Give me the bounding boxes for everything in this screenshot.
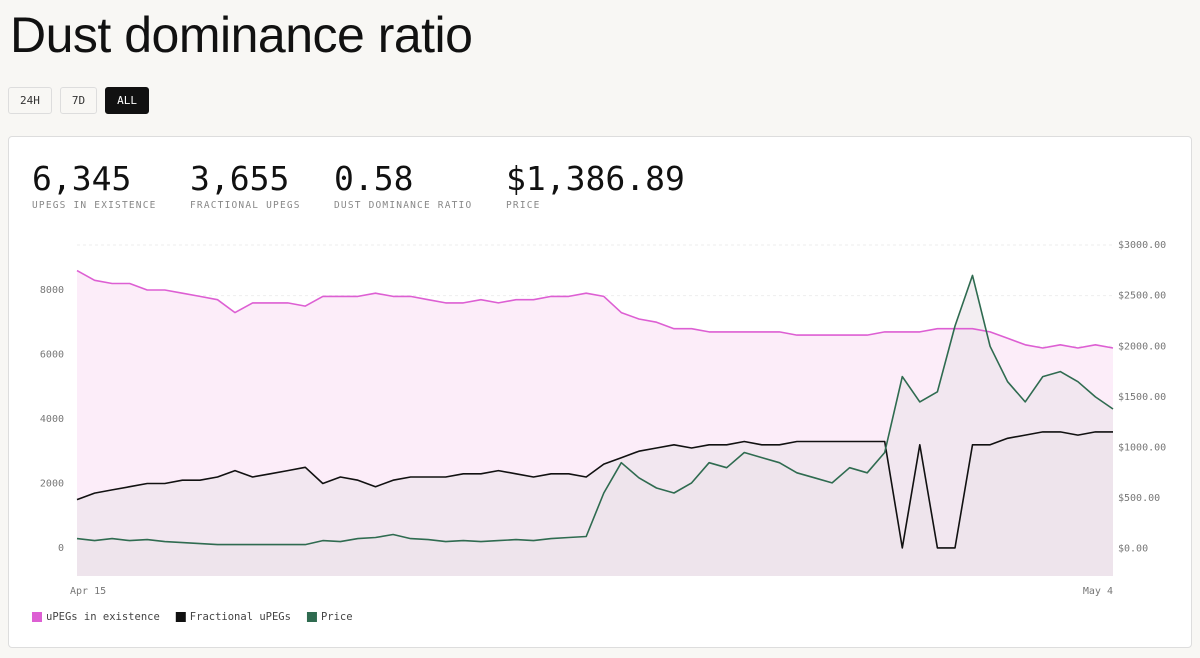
legend-swatch: [175, 612, 186, 622]
series-line: [76, 274, 1114, 546]
legend-label: Price: [321, 611, 353, 623]
stat-label: PRICE: [506, 200, 541, 211]
y2-tick-label: $2500.00: [1118, 291, 1166, 302]
series-line: [76, 431, 1113, 549]
stat: 3,655 FRACTIONAL UPEGS: [190, 159, 301, 211]
stat-label: DUST DOMINANCE RATIO: [334, 200, 473, 211]
page-title: Dust dominance ratio: [10, 7, 473, 63]
stat: $1,386.89 PRICE: [506, 159, 685, 211]
y2-tick-label: $0.00: [1118, 544, 1148, 555]
legend-swatch: [306, 612, 317, 622]
range-button[interactable]: ALL: [105, 87, 149, 114]
x-tick-label: May 4: [1083, 586, 1113, 597]
range-button[interactable]: 24H: [8, 87, 52, 114]
legend-swatch: [32, 612, 42, 622]
y-tick-label: 2000: [40, 478, 64, 489]
stat-value: 3,655: [190, 159, 290, 198]
y-tick-label: 6000: [40, 349, 64, 360]
range-buttons: 24H 7D ALL: [8, 87, 149, 114]
series-area: [77, 275, 1113, 576]
y-tick-label: 0: [58, 543, 64, 554]
y2-tick-label: $3000.00: [1118, 240, 1166, 251]
y2-tick-label: $1500.00: [1118, 392, 1166, 403]
stat: 6,345 UPEGS IN EXISTENCE: [32, 159, 157, 211]
stat-value: $1,386.89: [506, 159, 685, 198]
y2-tick-label: $2000.00: [1118, 341, 1166, 352]
stat-value: 0.58: [334, 159, 414, 198]
stat-label: UPEGS IN EXISTENCE: [32, 200, 157, 211]
x-tick-label: Apr 15: [70, 586, 106, 597]
y-tick-label: 8000: [40, 285, 64, 296]
range-button[interactable]: 7D: [59, 87, 98, 114]
y2-tick-label: $500.00: [1118, 493, 1160, 504]
stat-label: FRACTIONAL UPEGS: [190, 200, 301, 211]
stat-value: 6,345: [32, 159, 132, 198]
legend-label: Fractional uPEGs: [190, 611, 291, 623]
y-tick-label: 4000: [40, 414, 64, 425]
series-line: [76, 269, 1114, 349]
y2-tick-label: $1000.00: [1118, 442, 1166, 453]
legend-label: uPEGs in existence: [46, 611, 160, 623]
stat: 0.58 DUST DOMINANCE RATIO: [334, 159, 472, 211]
